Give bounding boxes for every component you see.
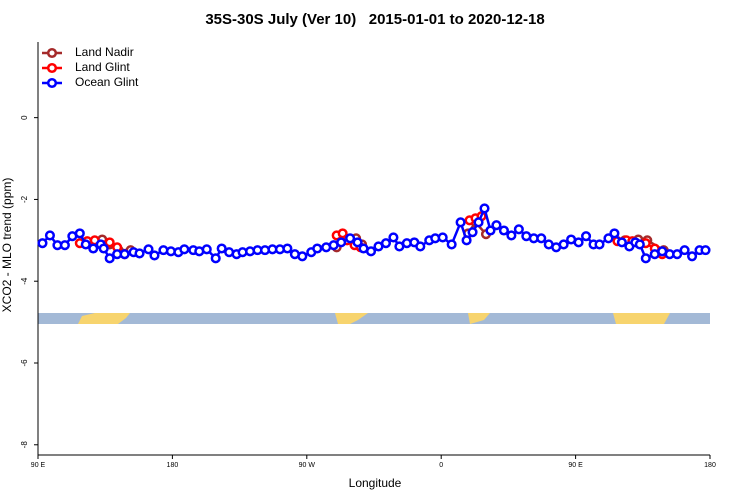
- point: [634, 239, 645, 250]
- point: [461, 235, 472, 246]
- point: [352, 237, 363, 248]
- point: [603, 233, 614, 244]
- y-tick-label: -2: [20, 195, 29, 203]
- point: [98, 243, 109, 254]
- point: [616, 237, 627, 248]
- point: [700, 245, 711, 256]
- x-tick-label: 90 E: [568, 462, 583, 469]
- point: [134, 248, 145, 259]
- point: [74, 228, 85, 239]
- point: [297, 251, 308, 262]
- point: [594, 239, 605, 250]
- point: [119, 249, 130, 260]
- point: [609, 228, 620, 239]
- land: [78, 313, 130, 324]
- point: [558, 239, 569, 250]
- legend-label: Land Nadir: [75, 45, 134, 59]
- point: [104, 237, 115, 248]
- point: [201, 244, 212, 255]
- point: [415, 241, 426, 252]
- point: [485, 225, 496, 236]
- point: [179, 244, 190, 255]
- point: [498, 225, 509, 236]
- x-axis-label: Longitude: [349, 476, 402, 490]
- x-tick-label: 180: [167, 462, 179, 469]
- point: [312, 243, 323, 254]
- point: [672, 249, 683, 260]
- point: [365, 246, 377, 257]
- point: [337, 228, 348, 239]
- point: [640, 253, 651, 264]
- point: [59, 240, 70, 251]
- point: [455, 217, 466, 228]
- x-tick-label: 180: [704, 462, 716, 469]
- band: [38, 313, 710, 324]
- point: [473, 217, 484, 228]
- land-band: [38, 313, 710, 324]
- point: [380, 238, 391, 249]
- x-tick-label: 0: [439, 462, 443, 469]
- point: [210, 253, 221, 264]
- legend-marker: [46, 62, 58, 74]
- point: [679, 245, 690, 256]
- point: [573, 237, 584, 248]
- point: [143, 244, 154, 255]
- point: [513, 224, 524, 235]
- point: [506, 230, 517, 241]
- point: [687, 251, 698, 262]
- y-tick-label: -4: [20, 277, 29, 285]
- land: [468, 313, 490, 324]
- point: [437, 232, 448, 243]
- point: [104, 253, 115, 264]
- x-tick-label: 90 W: [299, 462, 316, 469]
- point: [149, 250, 160, 261]
- point: [88, 243, 99, 254]
- series: [37, 203, 711, 264]
- y-axis-label: XCO2 - MLO trend (ppm): [0, 178, 14, 313]
- y-tick-label: -8: [20, 441, 29, 449]
- point: [388, 232, 399, 243]
- point: [216, 243, 227, 254]
- point: [581, 231, 592, 242]
- point: [282, 243, 293, 254]
- x-tick-label: 90 E: [31, 462, 46, 469]
- legend-marker: [46, 47, 58, 59]
- point: [536, 233, 547, 244]
- legend-label: Ocean Glint: [75, 75, 139, 89]
- point: [479, 203, 490, 214]
- point: [80, 239, 91, 250]
- y-tick-label: -6: [20, 359, 29, 367]
- point: [336, 237, 347, 248]
- point: [467, 227, 478, 238]
- point: [491, 220, 502, 231]
- point: [37, 238, 48, 249]
- point: [345, 233, 356, 244]
- point: [446, 239, 457, 250]
- legend-marker: [46, 77, 58, 89]
- land: [335, 313, 368, 324]
- point: [44, 230, 55, 241]
- legend-label: Land Glint: [75, 60, 130, 74]
- land: [613, 313, 670, 324]
- y-tick-label: 0: [20, 115, 29, 120]
- chart-title: 35S-30S July (Ver 10) 2015-01-01 to 2020…: [205, 11, 544, 28]
